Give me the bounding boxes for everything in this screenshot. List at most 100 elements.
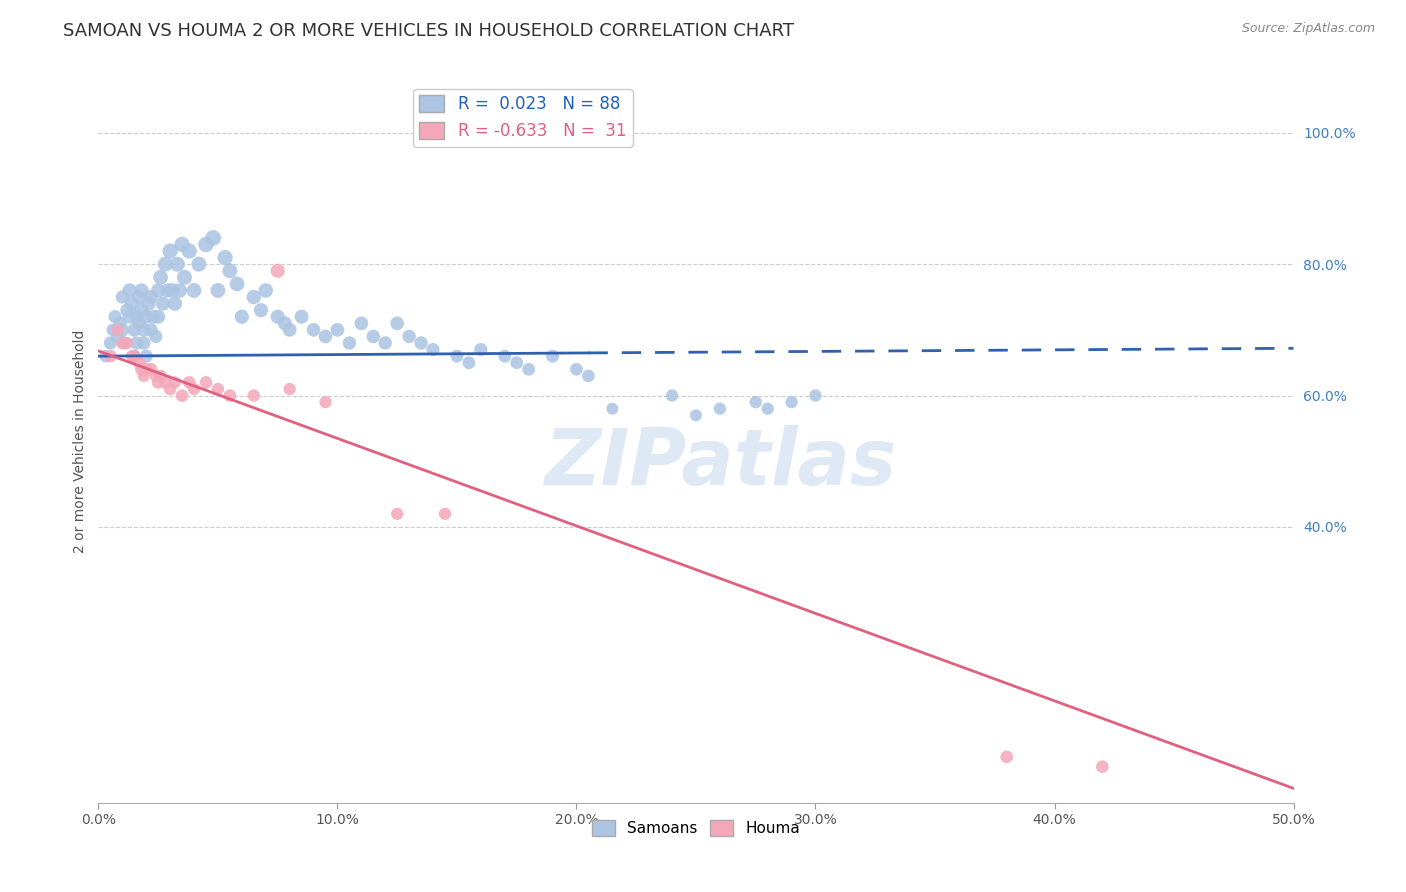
Point xyxy=(135,349,157,363)
Point xyxy=(219,388,242,402)
Point xyxy=(132,323,155,337)
Point xyxy=(98,336,122,351)
Point xyxy=(315,329,337,343)
Point xyxy=(94,349,117,363)
Point xyxy=(101,323,124,337)
Point xyxy=(302,323,325,337)
Point xyxy=(125,310,148,324)
Point xyxy=(138,296,160,310)
Point xyxy=(111,290,134,304)
Point xyxy=(254,284,277,298)
Point xyxy=(159,382,181,396)
Point xyxy=(159,244,181,258)
Text: Source: ZipAtlas.com: Source: ZipAtlas.com xyxy=(1241,22,1375,36)
Point xyxy=(494,349,516,363)
Point xyxy=(125,336,148,351)
Point xyxy=(142,310,165,324)
Point xyxy=(162,284,184,298)
Point xyxy=(267,310,290,324)
Point xyxy=(121,349,143,363)
Point xyxy=(267,264,290,278)
Point xyxy=(145,368,167,383)
Point xyxy=(114,336,136,351)
Point xyxy=(214,251,236,265)
Point xyxy=(121,296,143,310)
Point xyxy=(195,376,218,390)
Point xyxy=(124,349,146,363)
Point xyxy=(685,409,707,423)
Point xyxy=(291,310,314,324)
Point xyxy=(152,296,174,310)
Point xyxy=(339,336,361,351)
Point xyxy=(179,376,201,390)
Point xyxy=(163,296,186,310)
Point xyxy=(139,362,162,376)
Point xyxy=(250,303,273,318)
Point xyxy=(173,270,195,285)
Point xyxy=(131,362,153,376)
Point xyxy=(107,323,129,337)
Y-axis label: 2 or more Vehicles in Household: 2 or more Vehicles in Household xyxy=(73,330,87,553)
Point xyxy=(148,284,170,298)
Point xyxy=(155,376,177,390)
Point xyxy=(374,336,396,351)
Text: ZIPatlas: ZIPatlas xyxy=(544,425,896,501)
Point xyxy=(98,349,122,363)
Point xyxy=(118,284,141,298)
Point xyxy=(709,401,731,416)
Point xyxy=(132,368,155,383)
Point xyxy=(506,356,529,370)
Point xyxy=(163,376,186,390)
Point xyxy=(135,362,157,376)
Point xyxy=(115,303,138,318)
Point xyxy=(470,343,492,357)
Point xyxy=(172,237,194,252)
Point xyxy=(207,382,229,396)
Point xyxy=(411,336,433,351)
Point xyxy=(131,303,153,318)
Point xyxy=(434,507,457,521)
Point xyxy=(219,264,242,278)
Point xyxy=(172,388,194,402)
Point xyxy=(226,277,249,291)
Point xyxy=(128,316,150,330)
Point xyxy=(602,401,624,416)
Point xyxy=(149,270,172,285)
Point xyxy=(115,336,138,351)
Point xyxy=(128,290,150,304)
Point xyxy=(111,323,134,337)
Point xyxy=(124,349,146,363)
Point xyxy=(207,284,229,298)
Text: SAMOAN VS HOUMA 2 OR MORE VEHICLES IN HOUSEHOLD CORRELATION CHART: SAMOAN VS HOUMA 2 OR MORE VEHICLES IN HO… xyxy=(63,22,794,40)
Point xyxy=(363,329,385,343)
Point xyxy=(278,382,301,396)
Point xyxy=(780,395,803,409)
Point xyxy=(398,329,420,343)
Point xyxy=(422,343,444,357)
Point xyxy=(149,368,172,383)
Point xyxy=(131,284,153,298)
Point xyxy=(104,310,127,324)
Point xyxy=(274,316,297,330)
Point xyxy=(169,284,191,298)
Point xyxy=(128,356,150,370)
Point xyxy=(111,336,134,351)
Point xyxy=(202,231,225,245)
Point xyxy=(756,401,779,416)
Point xyxy=(578,368,600,383)
Point xyxy=(139,290,162,304)
Point xyxy=(124,323,146,337)
Point xyxy=(541,349,564,363)
Point xyxy=(385,316,409,330)
Point xyxy=(458,356,481,370)
Point xyxy=(446,349,468,363)
Point xyxy=(183,284,205,298)
Point xyxy=(1091,760,1114,774)
Point xyxy=(804,388,827,402)
Point xyxy=(156,284,179,298)
Point xyxy=(118,310,141,324)
Point xyxy=(661,388,683,402)
Point xyxy=(108,316,131,330)
Point xyxy=(145,329,167,343)
Point xyxy=(517,362,540,376)
